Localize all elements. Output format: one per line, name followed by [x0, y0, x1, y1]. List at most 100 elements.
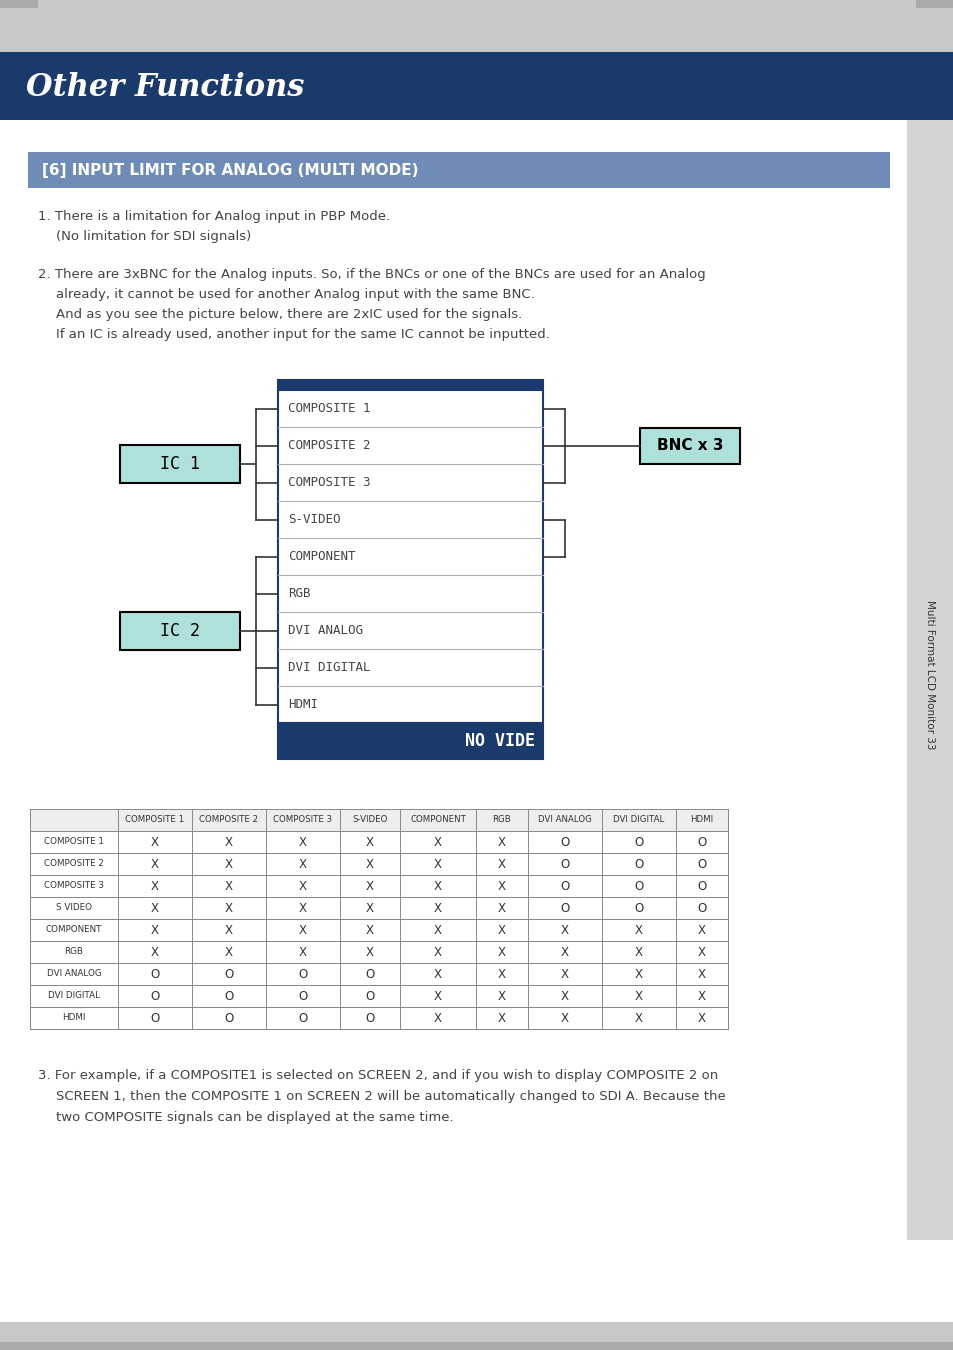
Text: X: X	[698, 923, 705, 937]
Text: X: X	[497, 879, 505, 892]
Text: X: X	[225, 879, 233, 892]
Text: already, it cannot be used for another Analog input with the same BNC.: already, it cannot be used for another A…	[56, 288, 535, 301]
Text: IC 1: IC 1	[160, 455, 200, 472]
Text: X: X	[434, 836, 441, 849]
Text: X: X	[366, 923, 374, 937]
Text: X: X	[366, 945, 374, 958]
Text: X: X	[298, 923, 307, 937]
Text: O: O	[697, 879, 706, 892]
Text: X: X	[298, 836, 307, 849]
Text: X: X	[497, 990, 505, 1003]
Text: O: O	[224, 1011, 233, 1025]
Text: SCREEN 1, then the COMPOSITE 1 on SCREEN 2 will be automatically changed to SDI : SCREEN 1, then the COMPOSITE 1 on SCREEN…	[56, 1089, 725, 1103]
Text: O: O	[298, 968, 307, 980]
Bar	[120, 612, 240, 649]
Bar	[277, 724, 542, 759]
Text: [6] INPUT LIMIT FOR ANALOG (MULTI MODE): [6] INPUT LIMIT FOR ANALOG (MULTI MODE)	[42, 162, 418, 177]
Text: COMPOSITE 1: COMPOSITE 1	[125, 815, 184, 825]
Text: X: X	[560, 990, 568, 1003]
Bar	[915, 0, 953, 8]
Text: X: X	[497, 857, 505, 871]
Bar	[0, 1342, 953, 1350]
Text: O: O	[365, 990, 375, 1003]
Text: X: X	[635, 1011, 642, 1025]
Text: X: X	[434, 990, 441, 1003]
Text: X: X	[366, 836, 374, 849]
Bar	[30, 986, 727, 1007]
Text: X: X	[497, 836, 505, 849]
Text: S-VIDEO: S-VIDEO	[288, 513, 340, 526]
Text: RGB: RGB	[288, 587, 310, 599]
Bar	[30, 941, 727, 963]
Bar	[0, 1322, 953, 1350]
Text: X: X	[497, 968, 505, 980]
Text: COMPONENT: COMPONENT	[288, 549, 355, 563]
Text: BNC x 3: BNC x 3	[656, 437, 722, 454]
Text: O: O	[697, 836, 706, 849]
Bar	[30, 1007, 727, 1029]
Text: IC 2: IC 2	[160, 621, 200, 640]
Text: X: X	[434, 879, 441, 892]
Text: X: X	[497, 902, 505, 914]
Text: X: X	[298, 945, 307, 958]
Text: O: O	[634, 902, 643, 914]
Text: X: X	[698, 990, 705, 1003]
Text: X: X	[698, 968, 705, 980]
Bar	[30, 853, 727, 875]
Text: O: O	[151, 968, 159, 980]
Text: X: X	[635, 968, 642, 980]
Text: X: X	[434, 1011, 441, 1025]
Text: 3. For example, if a COMPOSITE1 is selected on SCREEN 2, and if you wish to disp: 3. For example, if a COMPOSITE1 is selec…	[38, 1069, 718, 1081]
Text: COMPOSITE 2: COMPOSITE 2	[44, 860, 104, 868]
Text: DVI DIGITAL: DVI DIGITAL	[288, 662, 370, 674]
Text: X: X	[298, 902, 307, 914]
Text: RGB: RGB	[65, 948, 83, 957]
Text: X: X	[151, 945, 159, 958]
Text: RGB: RGB	[492, 815, 511, 825]
Text: COMPOSITE 2: COMPOSITE 2	[199, 815, 258, 825]
Text: 1. There is a limitation for Analog input in PBP Mode.: 1. There is a limitation for Analog inpu…	[38, 211, 390, 223]
Text: X: X	[366, 879, 374, 892]
Text: X: X	[366, 902, 374, 914]
Text: X: X	[225, 857, 233, 871]
Text: O: O	[559, 836, 569, 849]
Text: O: O	[224, 990, 233, 1003]
Text: X: X	[434, 968, 441, 980]
Bar	[277, 390, 542, 724]
Text: DVI ANALOG: DVI ANALOG	[288, 624, 363, 637]
Text: X: X	[560, 968, 568, 980]
Bar	[28, 153, 889, 188]
Text: X: X	[434, 945, 441, 958]
Text: And as you see the picture below, there are 2xIC used for the signals.: And as you see the picture below, there …	[56, 308, 521, 321]
Text: two COMPOSITE signals can be displayed at the same time.: two COMPOSITE signals can be displayed a…	[56, 1111, 453, 1125]
Text: DVI DIGITAL: DVI DIGITAL	[613, 815, 664, 825]
Text: X: X	[151, 879, 159, 892]
Text: (No limitation for SDI signals): (No limitation for SDI signals)	[56, 230, 251, 243]
Text: X: X	[560, 1011, 568, 1025]
Text: X: X	[225, 902, 233, 914]
Text: X: X	[635, 990, 642, 1003]
Text: COMPOSITE 1: COMPOSITE 1	[288, 402, 370, 414]
Text: O: O	[224, 968, 233, 980]
Text: X: X	[151, 836, 159, 849]
Text: O: O	[634, 836, 643, 849]
Bar	[120, 446, 240, 483]
Bar	[0, 53, 953, 120]
Text: X: X	[434, 857, 441, 871]
Text: X: X	[635, 923, 642, 937]
Text: 2. There are 3xBNC for the Analog inputs. So, if the BNCs or one of the BNCs are: 2. There are 3xBNC for the Analog inputs…	[38, 269, 705, 281]
Text: X: X	[560, 923, 568, 937]
Text: O: O	[634, 857, 643, 871]
Text: X: X	[635, 945, 642, 958]
Text: DVI DIGITAL: DVI DIGITAL	[48, 991, 100, 1000]
Text: O: O	[151, 990, 159, 1003]
Text: X: X	[225, 836, 233, 849]
Text: O: O	[151, 1011, 159, 1025]
Bar	[30, 896, 727, 919]
Text: O: O	[298, 1011, 307, 1025]
Text: X: X	[298, 857, 307, 871]
Text: HDMI: HDMI	[62, 1014, 86, 1022]
Bar	[0, 0, 953, 53]
Bar	[30, 875, 727, 896]
Text: Other Functions: Other Functions	[26, 72, 304, 103]
